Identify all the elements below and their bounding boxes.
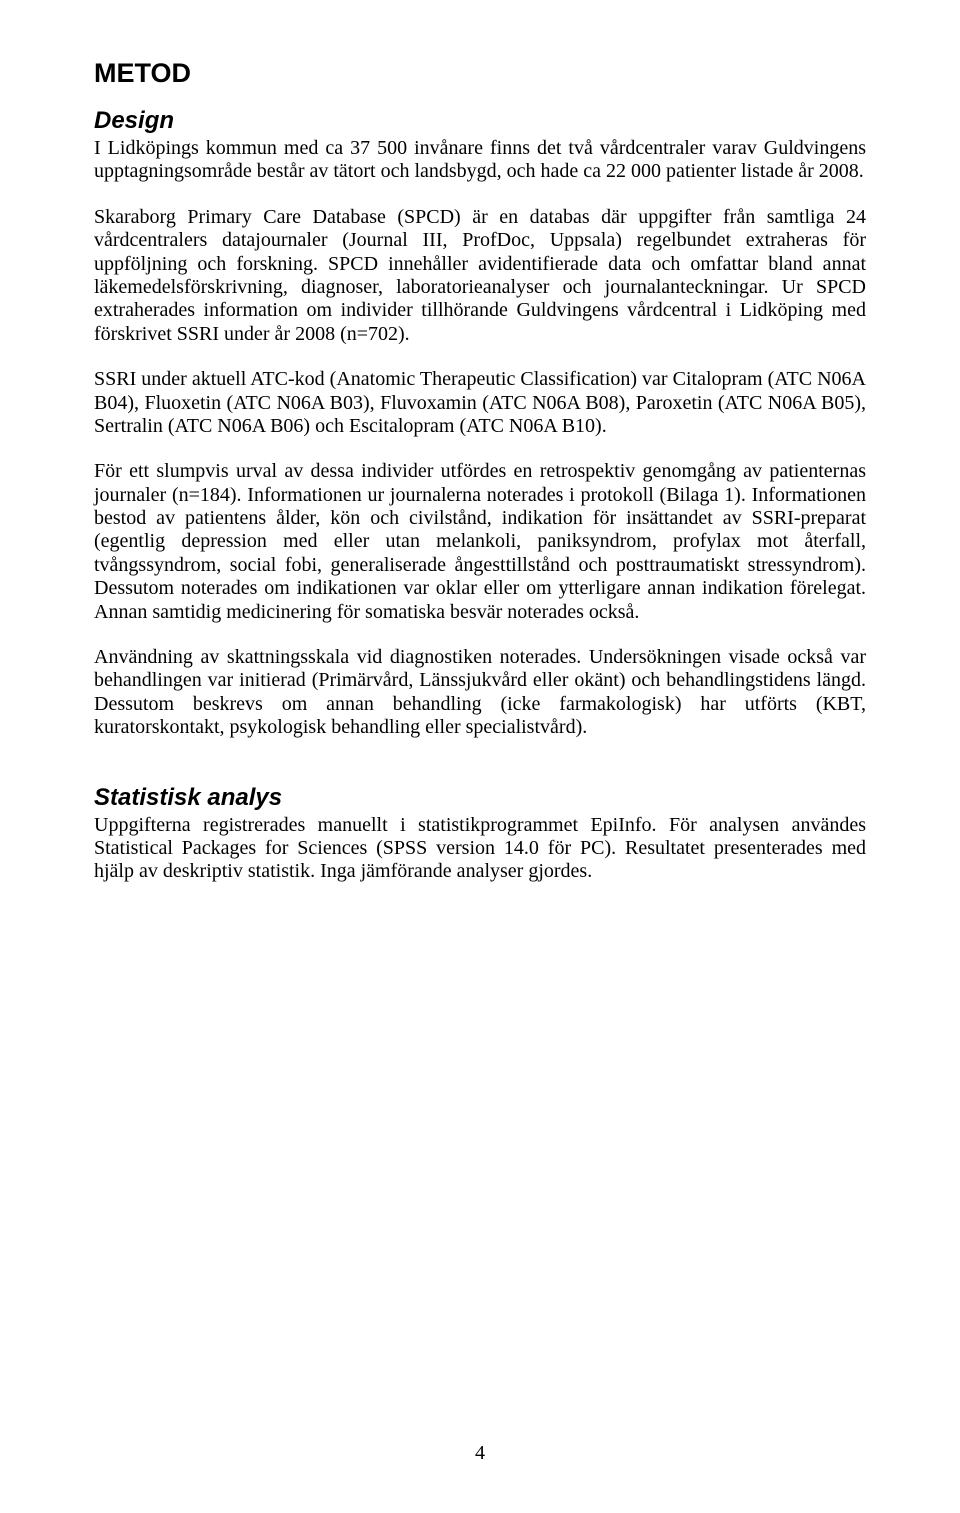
paragraph-1: I Lidköpings kommun med ca 37 500 invåna… [94, 137, 866, 184]
paragraph-5: Användning av skattningsskala vid diagno… [94, 646, 866, 740]
paragraph-3: SSRI under aktuell ATC-kod (Anatomic The… [94, 368, 866, 438]
paragraph-6: Uppgifterna registrerades manuellt i sta… [94, 814, 866, 884]
document-page: METOD Design I Lidköpings kommun med ca … [0, 0, 960, 1513]
paragraph-2: Skaraborg Primary Care Database (SPCD) ä… [94, 206, 866, 346]
heading-statistisk-analys: Statistisk analys [94, 784, 866, 812]
heading-design: Design [94, 107, 866, 135]
heading-metod: METOD [94, 58, 866, 89]
page-number: 4 [0, 1442, 960, 1465]
paragraph-4: För ett slumpvis urval av dessa individe… [94, 460, 866, 624]
